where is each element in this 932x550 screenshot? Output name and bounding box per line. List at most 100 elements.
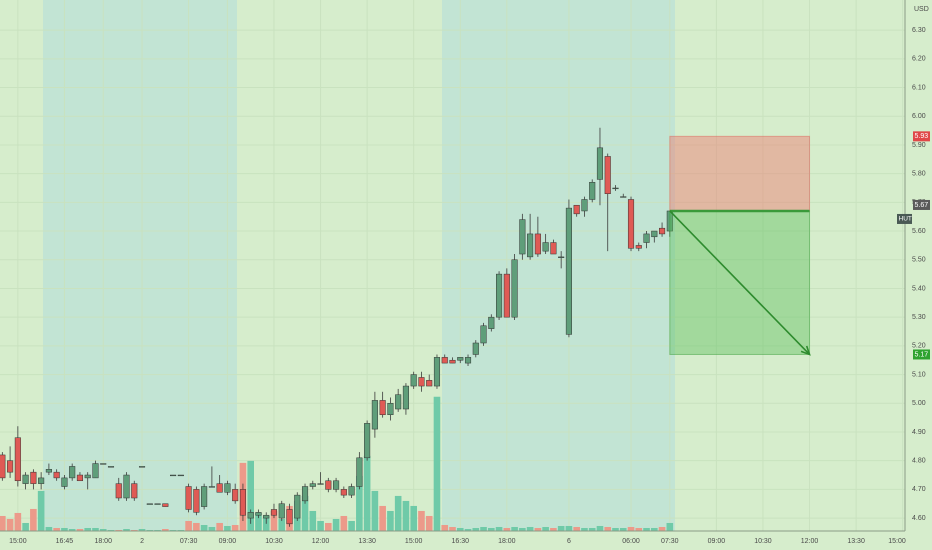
candle-body: [379, 400, 386, 416]
candle-body: [519, 219, 526, 255]
candle-body: [651, 230, 658, 238]
candle-body: [14, 437, 21, 482]
volume-bar: [115, 529, 123, 531]
candle-body: [30, 471, 37, 484]
candle-body: [480, 325, 487, 344]
candle-body: [286, 509, 293, 525]
session-extended: [442, 0, 675, 531]
volume-bar: [270, 510, 278, 531]
volume-bar: [6, 518, 14, 531]
volume-bar: [200, 524, 208, 531]
stop-label: 5.93: [915, 133, 929, 140]
volume-bar: [208, 526, 216, 531]
volume-bar: [550, 527, 557, 531]
y-tick-label: 5.30: [912, 314, 926, 321]
y-tick-label: 4.90: [912, 429, 926, 436]
volume-bar: [526, 526, 534, 531]
volume-bar: [61, 527, 68, 531]
symbol-tag: HUT: [899, 216, 912, 223]
volume-bar: [99, 528, 107, 531]
candle-body: [53, 471, 60, 479]
y-tick-label: 5.50: [912, 257, 926, 264]
volume-bar: [123, 528, 130, 531]
volume-bar: [418, 510, 425, 531]
candle-body: [496, 273, 503, 318]
candle-body: [418, 377, 425, 387]
volume-bar: [348, 520, 355, 531]
candle-body: [201, 486, 208, 507]
y-tick-label: 5.40: [912, 285, 926, 292]
y-tick-label: 6.20: [912, 56, 926, 63]
candle-body: [247, 512, 254, 519]
volume-bar: [325, 522, 332, 531]
candle-body: [170, 474, 177, 477]
candle-body: [138, 466, 146, 468]
volume-bar: [30, 508, 37, 531]
x-tick-label: 06:00: [622, 538, 640, 545]
volume-bar: [76, 528, 84, 531]
candle-body: [620, 196, 627, 198]
last-price-label-bg: [913, 199, 930, 210]
y-tick-label: 6.00: [912, 113, 926, 120]
candle-body: [146, 503, 153, 505]
candle-body: [433, 357, 441, 387]
volume-bar: [379, 505, 386, 531]
candle-body: [387, 403, 394, 416]
volume-bar: [224, 525, 231, 531]
volume-bar: [278, 518, 286, 531]
volume-bar: [138, 528, 146, 531]
candle-body: [472, 342, 479, 355]
candle-body: [7, 460, 14, 473]
candle-body: [0, 454, 6, 479]
y-tick-label: 6.10: [912, 84, 926, 91]
x-tick-label: 12:00: [312, 538, 330, 545]
volume-bar: [588, 527, 596, 531]
volume-bar: [635, 527, 643, 531]
candle-body: [92, 463, 99, 479]
candle-body: [232, 489, 239, 502]
candle-body: [371, 400, 378, 430]
x-tick-label: 16:30: [451, 538, 469, 545]
candle-body: [301, 486, 309, 502]
volume-bar: [371, 490, 379, 531]
candle-body: [441, 357, 448, 364]
volume-bar: [332, 518, 340, 531]
x-tick-label: 12:00: [801, 538, 819, 545]
volume-bar: [68, 528, 76, 531]
candle-body: [565, 207, 572, 335]
candle-body: [449, 359, 456, 364]
volume-bar: [658, 526, 666, 531]
volume-bar: [363, 455, 371, 531]
trade-arrow: [669, 210, 811, 356]
volume-bar: [666, 522, 674, 531]
candle-body: [464, 357, 472, 364]
candle-body: [38, 477, 45, 484]
volume-bar: [449, 526, 456, 531]
candle-body: [294, 494, 301, 519]
candle-body: [131, 483, 138, 499]
volume-bar: [495, 526, 503, 531]
candle-body: [325, 480, 332, 490]
volume-bar: [177, 529, 185, 531]
volume-bar: [146, 529, 154, 531]
y-tick-label: 5.80: [912, 170, 926, 177]
volume-bar: [464, 528, 472, 531]
candle-body: [527, 233, 534, 258]
candle-body: [550, 242, 557, 255]
volume-bar: [534, 527, 542, 531]
volume-bar: [22, 522, 29, 531]
volume-bar: [14, 512, 22, 531]
candle-body: [224, 483, 231, 493]
volume-bar: [612, 527, 619, 531]
x-tick-label: 16:45: [56, 538, 74, 545]
time-axis: [0, 531, 932, 550]
volume-bar: [565, 525, 573, 531]
volume-bar: [627, 526, 635, 531]
candle-body: [643, 233, 650, 243]
candle-body: [208, 486, 215, 488]
volume-bar: [557, 525, 565, 531]
y-tick-label: 5.20: [912, 343, 926, 350]
candle-body: [395, 394, 402, 410]
volume-bar: [92, 527, 99, 531]
